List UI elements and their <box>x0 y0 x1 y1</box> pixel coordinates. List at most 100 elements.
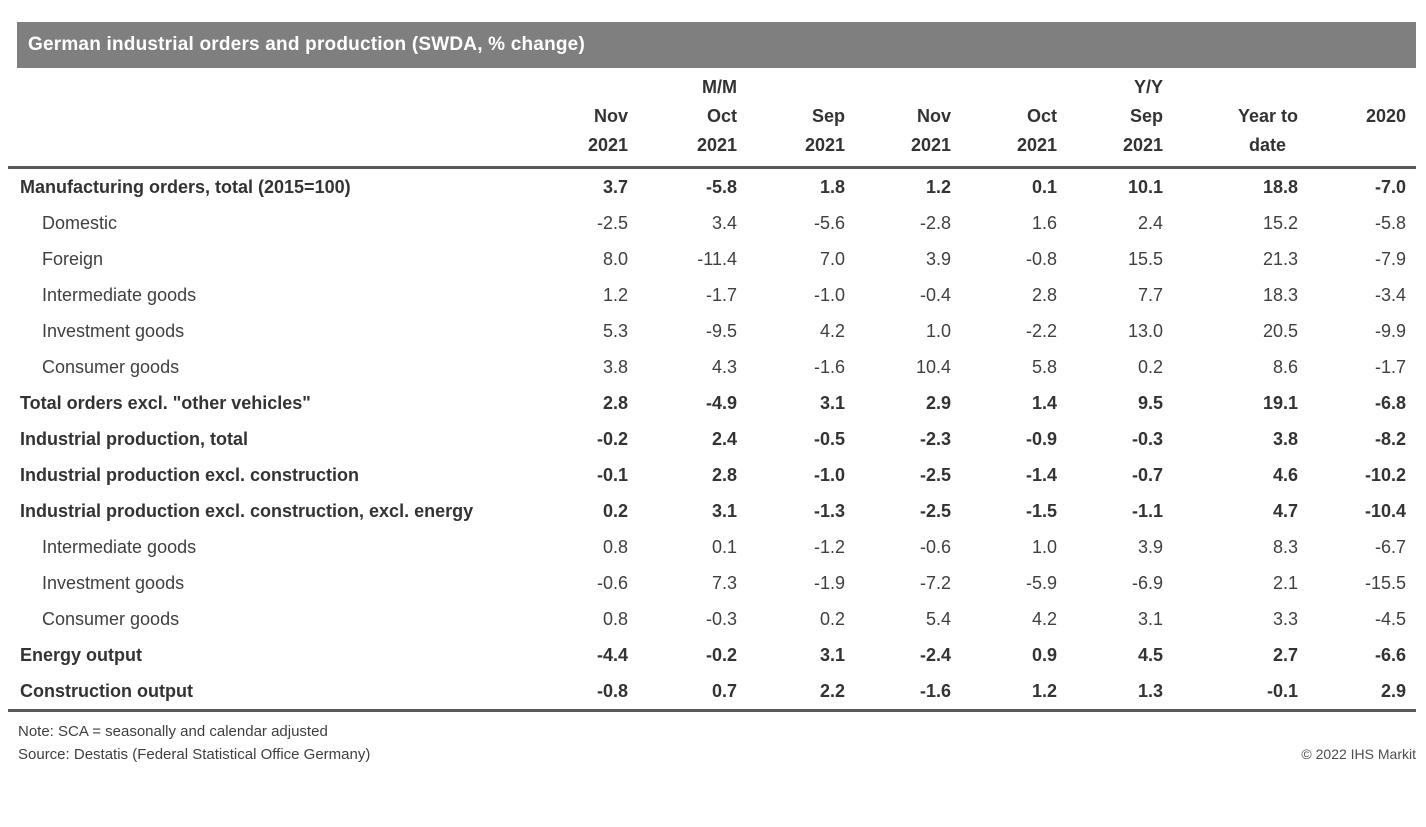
cell-value: 4.2 <box>819 321 845 341</box>
cell-value: -7.0 <box>1374 177 1406 197</box>
cell-value: 5.8 <box>1031 357 1057 377</box>
cell-value: 1.0 <box>1031 537 1057 557</box>
cell-value: 2.1 <box>1272 573 1298 593</box>
table-title: German industrial orders and production … <box>28 34 585 55</box>
cell-value: -11.4 <box>697 249 737 269</box>
table-row: Investment goods 5.3 -9.5 4.2 1.0 -2.2 13.0 20.… <box>8 313 1416 349</box>
cell-value: -5.9 <box>1025 573 1057 593</box>
cell-value: 1.8 <box>819 177 845 197</box>
row-label: Industrial production, total <box>20 429 248 449</box>
column-header: 2021 <box>628 131 737 169</box>
cell-value: -6.6 <box>1374 645 1406 665</box>
cell-value: -1.6 <box>813 357 845 377</box>
cell-value: -7.9 <box>1374 249 1406 269</box>
group-header-mm: M/M <box>702 77 737 97</box>
cell-value: -8.2 <box>1374 429 1406 449</box>
header-spacer <box>951 68 1057 102</box>
cell-value: 18.8 <box>1262 177 1298 197</box>
cell-value: 10.4 <box>915 357 951 377</box>
cell-value: 3.9 <box>925 249 951 269</box>
cell-value: 3.9 <box>1137 537 1163 557</box>
table-body: Manufacturing orders, total (2015=100) 3.… <box>8 168 1416 712</box>
row-label: Consumer goods <box>42 609 180 629</box>
cell-value: -0.1 <box>596 465 628 485</box>
cell-value: 7.7 <box>1137 285 1163 305</box>
cell-value: -2.4 <box>919 645 951 665</box>
column-header <box>1298 131 1416 169</box>
row-label: Manufacturing orders, total (2015=100) <box>20 177 351 197</box>
cell-value: -6.9 <box>1131 573 1163 593</box>
cell-value: 5.4 <box>925 609 951 629</box>
cell-value: 3.1 <box>819 393 845 413</box>
cell-value: 3.7 <box>602 177 628 197</box>
cell-value: -7.2 <box>919 573 951 593</box>
cell-value: 8.0 <box>602 249 628 269</box>
cell-value: -4.4 <box>596 645 628 665</box>
cell-value: -6.8 <box>1374 393 1406 413</box>
row-label: Construction output <box>8 673 540 712</box>
cell-value: -1.3 <box>813 501 845 521</box>
header-spacer <box>8 131 540 169</box>
header-spacer <box>8 102 540 131</box>
cell-value: -5.8 <box>1374 213 1406 233</box>
cell-value: 0.2 <box>1137 357 1163 377</box>
cell-value: -1.0 <box>813 285 845 305</box>
cell-value: 2.8 <box>602 393 628 413</box>
cell-value: 3.1 <box>1137 609 1163 629</box>
cell-value: -1.1 <box>1131 501 1163 521</box>
year-header-row: 2021 2021 2021 2021 2021 2021 date <box>8 131 1416 169</box>
cell-value: 2.7 <box>1272 645 1298 665</box>
cell-value: -4.5 <box>1374 609 1406 629</box>
cell-value: -1.2 <box>813 537 845 557</box>
cell-value: 15.2 <box>1262 213 1298 233</box>
cell-value: -10.2 <box>1364 465 1406 485</box>
cell-value: 8.6 <box>1272 357 1298 377</box>
cell-value: 5.3 <box>602 321 628 341</box>
cell-value: -1.7 <box>705 285 737 305</box>
table-row: Consumer goods 0.8 -0.3 0.2 5.4 4.2 3.1 3.3 -4.5 <box>8 601 1416 637</box>
cell-value: 0.2 <box>602 501 628 521</box>
cell-value: 3.1 <box>819 645 845 665</box>
table-row: Consumer goods 3.8 4.3 -1.6 10.4 5.8 0.2 8.6 -1.… <box>8 349 1416 385</box>
row-label: Consumer goods <box>42 357 180 377</box>
header-spacer <box>1298 68 1416 102</box>
row-label: Industrial production excl. construction… <box>20 501 474 521</box>
cell-value: -1.5 <box>1025 501 1057 521</box>
table-footer: Note: SCA = seasonally and calendar adju… <box>8 721 1416 766</box>
group-header-row: M/M Y/Y <box>8 68 1416 102</box>
cell-value: -2.3 <box>919 429 951 449</box>
cell-value: 3.8 <box>1272 429 1298 449</box>
cell-value: -15.5 <box>1364 573 1406 593</box>
cell-value: -0.9 <box>1025 429 1057 449</box>
row-label: Investment goods <box>42 573 185 593</box>
cell-value: 2.9 <box>1298 673 1416 712</box>
table-row: Industrial production, total -0.2 2.4 -0.5 -… <box>8 421 1416 457</box>
cell-value: -1.6 <box>845 673 951 712</box>
table-header: M/M Y/Y Nov Oct Sep Nov Oct Sep Year to … <box>8 68 1416 169</box>
cell-value: 0.9 <box>1031 645 1057 665</box>
row-label: Total orders excl. "other vehicles" <box>20 393 311 413</box>
cell-value: -0.6 <box>596 573 628 593</box>
table-row: Investment goods -0.6 7.3 -1.9 -7.2 -5.9 -6.9 2… <box>8 565 1416 601</box>
cell-value: -0.6 <box>919 537 951 557</box>
cell-value: 7.0 <box>819 249 845 269</box>
column-header: 2021 <box>540 131 628 169</box>
column-header: Nov <box>593 106 628 126</box>
cell-value: -0.2 <box>705 645 737 665</box>
cell-value: 1.2 <box>602 285 628 305</box>
cell-value: -2.2 <box>1025 321 1057 341</box>
cell-value: -3.4 <box>1374 285 1406 305</box>
column-header: Year to <box>1237 106 1298 126</box>
cell-value: 3.8 <box>602 357 628 377</box>
data-table: M/M Y/Y Nov Oct Sep Nov Oct Sep Year to … <box>8 68 1416 712</box>
row-label: Industrial production excl. construction <box>20 465 360 485</box>
cell-value: -9.9 <box>1374 321 1406 341</box>
column-header: 2021 <box>951 131 1057 169</box>
cell-value: -0.8 <box>1025 249 1057 269</box>
cell-value: 3.3 <box>1272 609 1298 629</box>
cell-value: 0.7 <box>628 673 737 712</box>
column-header: Oct <box>706 106 737 126</box>
cell-value: 0.2 <box>819 609 845 629</box>
column-header: 2020 <box>1365 106 1406 126</box>
cell-value: 2.9 <box>925 393 951 413</box>
